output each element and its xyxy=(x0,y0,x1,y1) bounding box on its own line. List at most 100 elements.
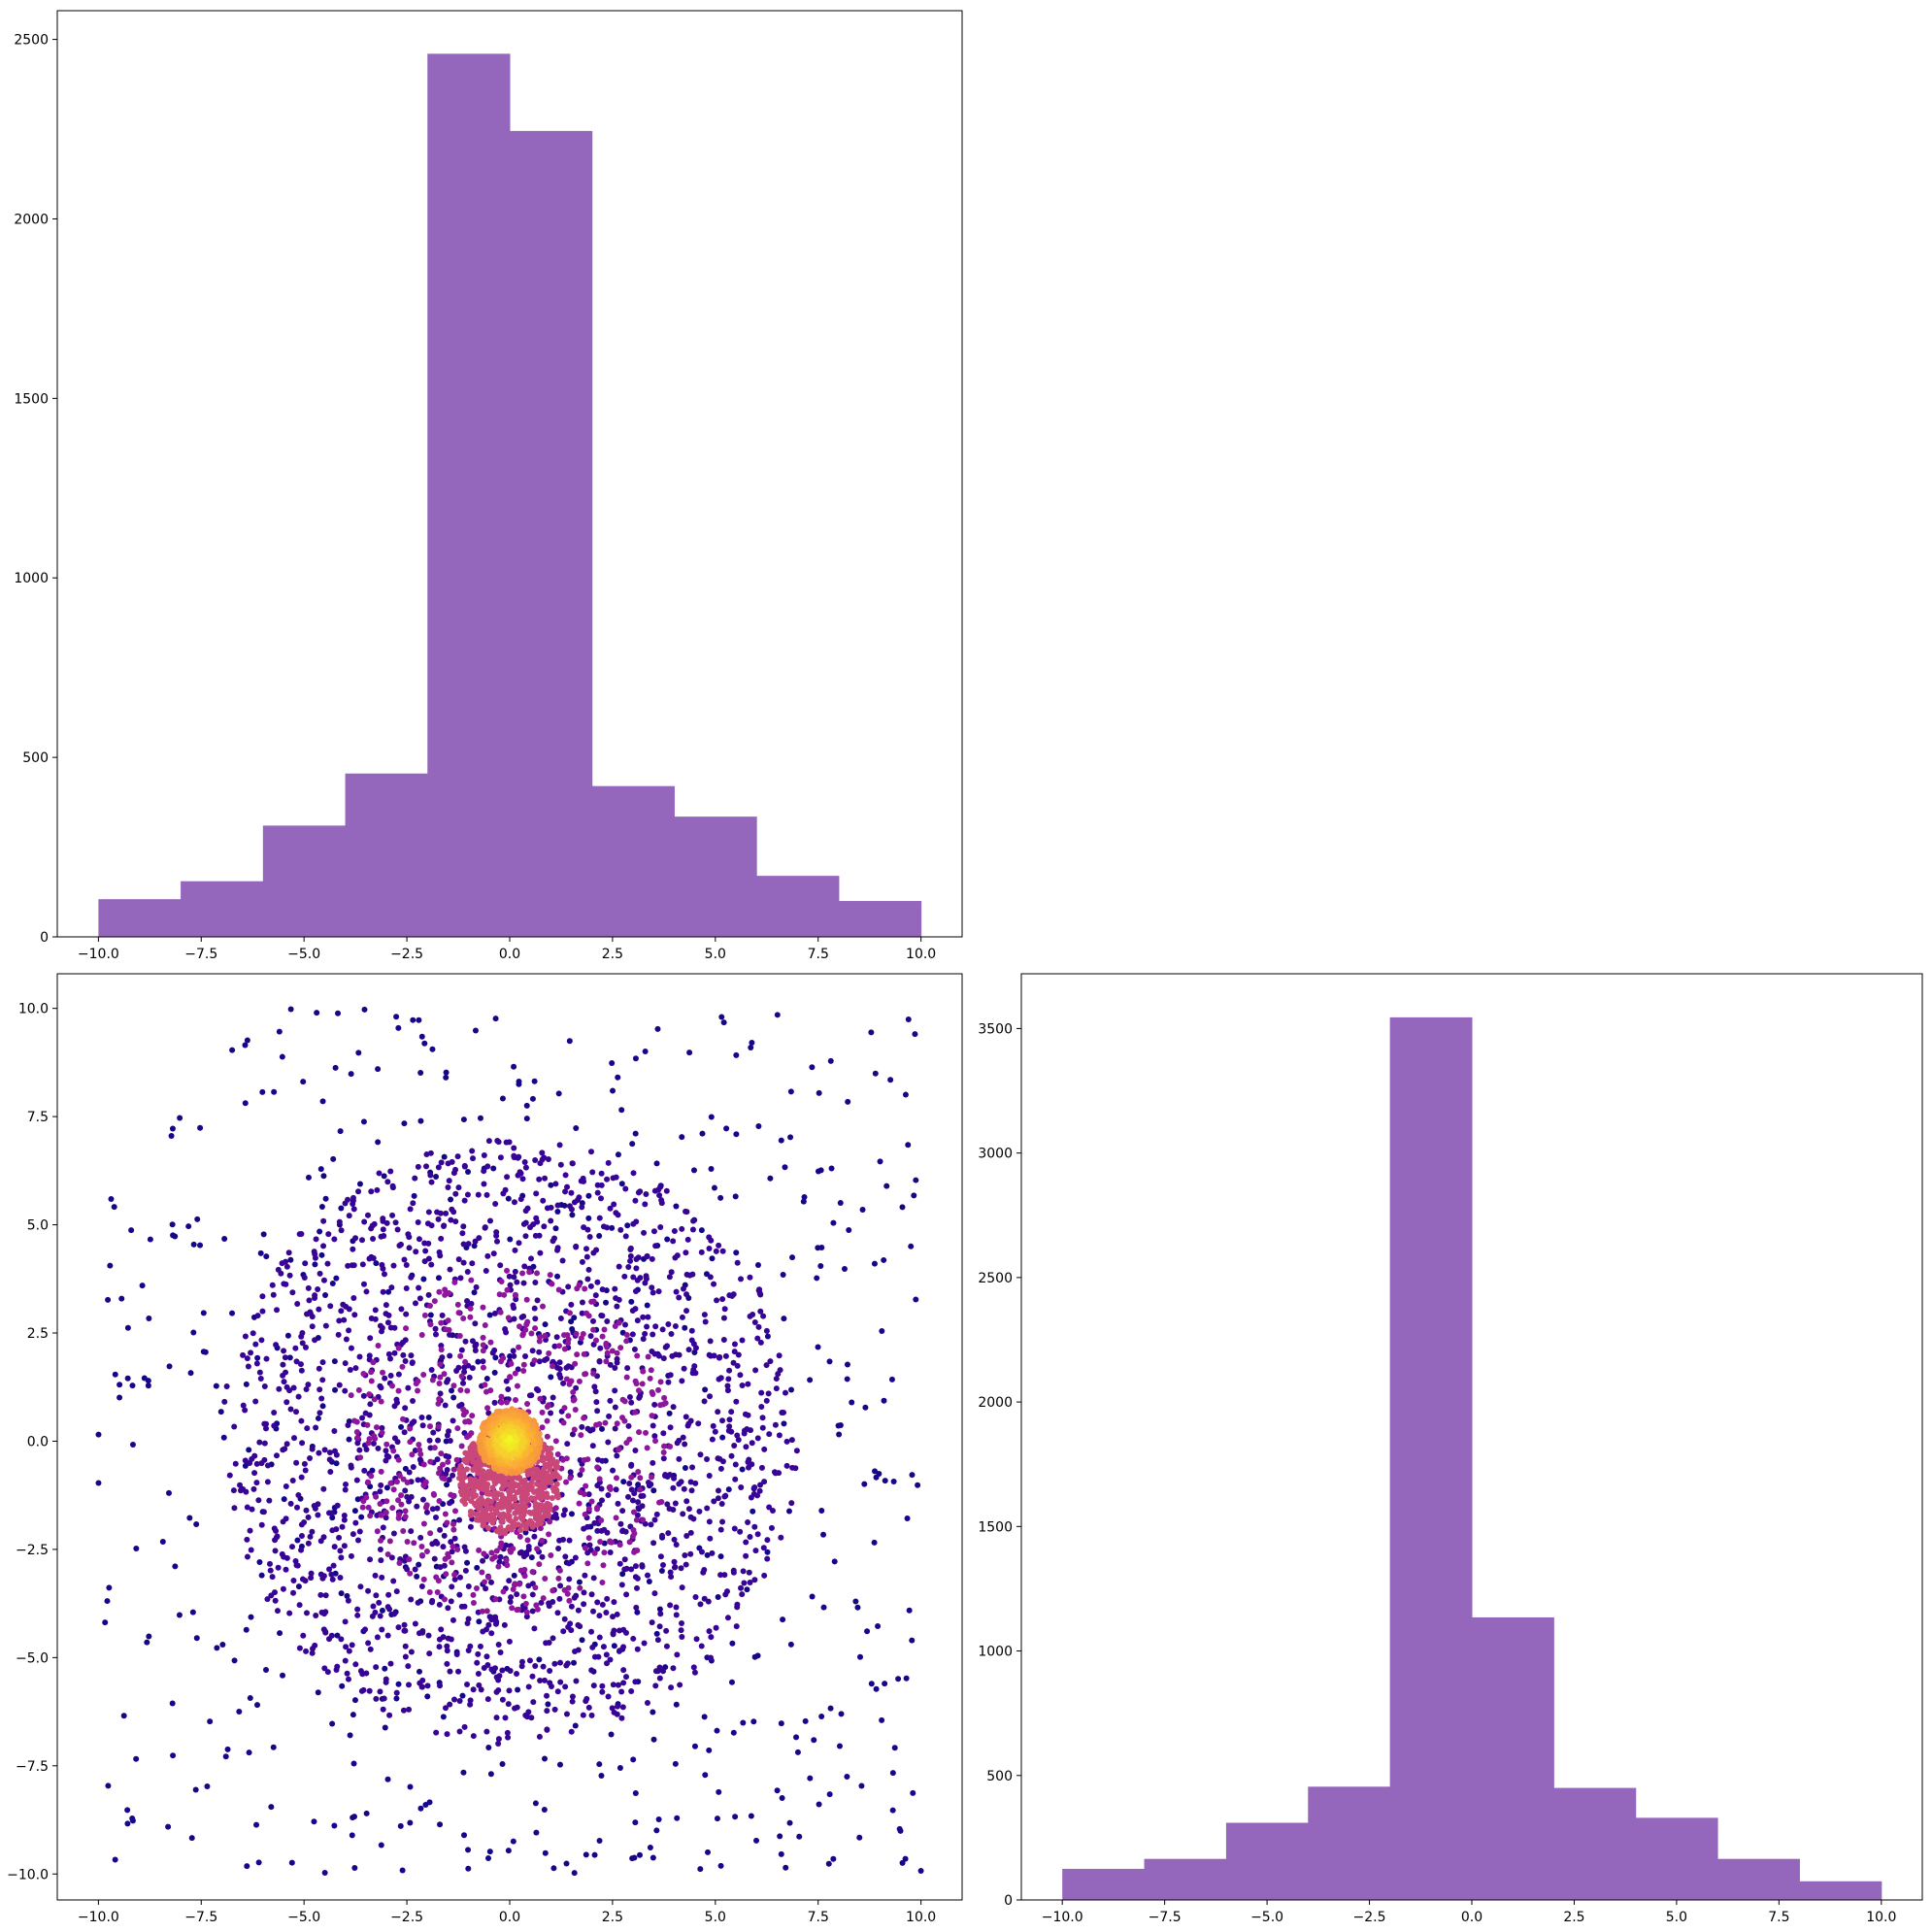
scatter-point xyxy=(491,1347,498,1353)
scatter-point xyxy=(165,1489,172,1496)
scatter-point xyxy=(510,1429,516,1436)
scatter-point xyxy=(411,1192,417,1199)
scatter-point xyxy=(596,1761,603,1768)
scatter-point xyxy=(511,1352,517,1359)
scatter-point xyxy=(877,1158,883,1165)
scatter-point xyxy=(507,1436,514,1443)
scatter-point xyxy=(247,1695,253,1702)
scatter-point xyxy=(398,1492,405,1499)
scatter-point xyxy=(426,1588,433,1595)
scatter-point xyxy=(258,1572,265,1579)
scatter-point xyxy=(455,1668,462,1675)
scatter-point xyxy=(438,1159,445,1166)
scatter-point xyxy=(674,1651,681,1658)
scatter-point xyxy=(554,1688,561,1695)
scatter-point xyxy=(431,1298,438,1305)
scatter-point xyxy=(366,1412,373,1418)
scatter-point xyxy=(474,1503,481,1510)
scatter-point xyxy=(263,1420,270,1427)
scatter-point xyxy=(277,1630,283,1637)
scatter-point xyxy=(397,1241,404,1248)
scatter-point xyxy=(506,1273,513,1280)
scatter-point xyxy=(459,1692,466,1699)
scatter-point xyxy=(377,1613,383,1619)
scatter-point xyxy=(424,1682,431,1689)
scatter-point xyxy=(451,1576,458,1582)
scatter-point xyxy=(259,1308,266,1315)
scatter-point xyxy=(537,1249,544,1256)
scatter-point xyxy=(887,1077,894,1083)
scatter-point xyxy=(311,1818,317,1825)
scatter-point xyxy=(449,1583,455,1590)
scatter-point xyxy=(403,1325,410,1332)
scatter-point xyxy=(447,1668,453,1675)
scatter-point xyxy=(481,1152,487,1159)
scatter-point xyxy=(882,1681,888,1687)
scatter-point xyxy=(382,1665,388,1672)
scatter-point xyxy=(503,1408,510,1415)
scatter-point xyxy=(483,1388,489,1395)
scatter-point xyxy=(253,1460,260,1467)
scatter-point xyxy=(608,1731,615,1738)
scatter-point xyxy=(620,1479,627,1485)
scatter-point xyxy=(660,1449,667,1456)
scatter-point xyxy=(734,1432,741,1439)
scatter-point xyxy=(634,1277,641,1283)
scatter-point xyxy=(687,1529,694,1536)
scatter-point xyxy=(264,1479,271,1485)
scatter-point xyxy=(743,1552,749,1559)
scatter-point xyxy=(523,1614,530,1620)
scatter-point xyxy=(380,1369,386,1376)
scatter-point xyxy=(280,1361,286,1368)
scatter-point xyxy=(468,1300,475,1307)
scatter-point xyxy=(355,1188,362,1195)
scatter-point xyxy=(903,1675,910,1682)
scatter-point xyxy=(579,1204,585,1211)
scatter-point xyxy=(577,1584,583,1591)
scatter-point xyxy=(617,1520,624,1527)
scatter-point xyxy=(253,1821,260,1828)
scatter-point xyxy=(628,1462,635,1469)
scatter-point xyxy=(304,1425,311,1432)
scatter-point xyxy=(728,1452,735,1459)
scatter-point xyxy=(529,1608,536,1615)
scatter-point xyxy=(530,1421,537,1428)
scatter-point xyxy=(302,1344,309,1350)
scatter-point xyxy=(467,1314,474,1320)
scatter-point xyxy=(714,1815,720,1822)
scatter-point xyxy=(220,1434,227,1441)
scatter-point xyxy=(573,1244,580,1250)
scatter-point xyxy=(292,1558,299,1565)
scatter-point xyxy=(788,1500,795,1507)
scatter-point xyxy=(579,1467,585,1474)
scatter-point xyxy=(755,1122,762,1129)
scatter-point xyxy=(437,1390,444,1397)
scatter-point xyxy=(269,1574,276,1581)
scatter-point xyxy=(287,1256,294,1263)
scatter-point xyxy=(290,1589,297,1596)
scatter-point xyxy=(658,1532,665,1539)
scatter-point xyxy=(450,1472,456,1479)
scatter-point xyxy=(618,1715,625,1721)
scatter-point xyxy=(480,1557,486,1564)
scatter-point xyxy=(361,1006,368,1013)
scatter-point xyxy=(326,1636,333,1643)
scatter-point xyxy=(426,1650,433,1657)
scatter-point xyxy=(383,1676,389,1682)
scatter-point xyxy=(318,1395,325,1402)
scatter-point xyxy=(565,1283,572,1290)
scatter-point xyxy=(273,1342,280,1349)
y-tick-label: 3000 xyxy=(978,1147,1013,1162)
scatter-point xyxy=(395,1456,402,1463)
scatter-point xyxy=(524,1318,531,1325)
scatter-point xyxy=(777,1833,783,1840)
scatter-point xyxy=(236,1708,243,1715)
histogram-bar xyxy=(756,876,840,937)
scatter-point xyxy=(557,1316,564,1322)
scatter-point xyxy=(491,1489,498,1496)
scatter-point xyxy=(521,1414,528,1420)
scatter-point xyxy=(673,1612,680,1618)
scatter-point xyxy=(628,1566,635,1573)
scatter-point xyxy=(237,1487,244,1494)
scatter-point xyxy=(222,1753,229,1760)
